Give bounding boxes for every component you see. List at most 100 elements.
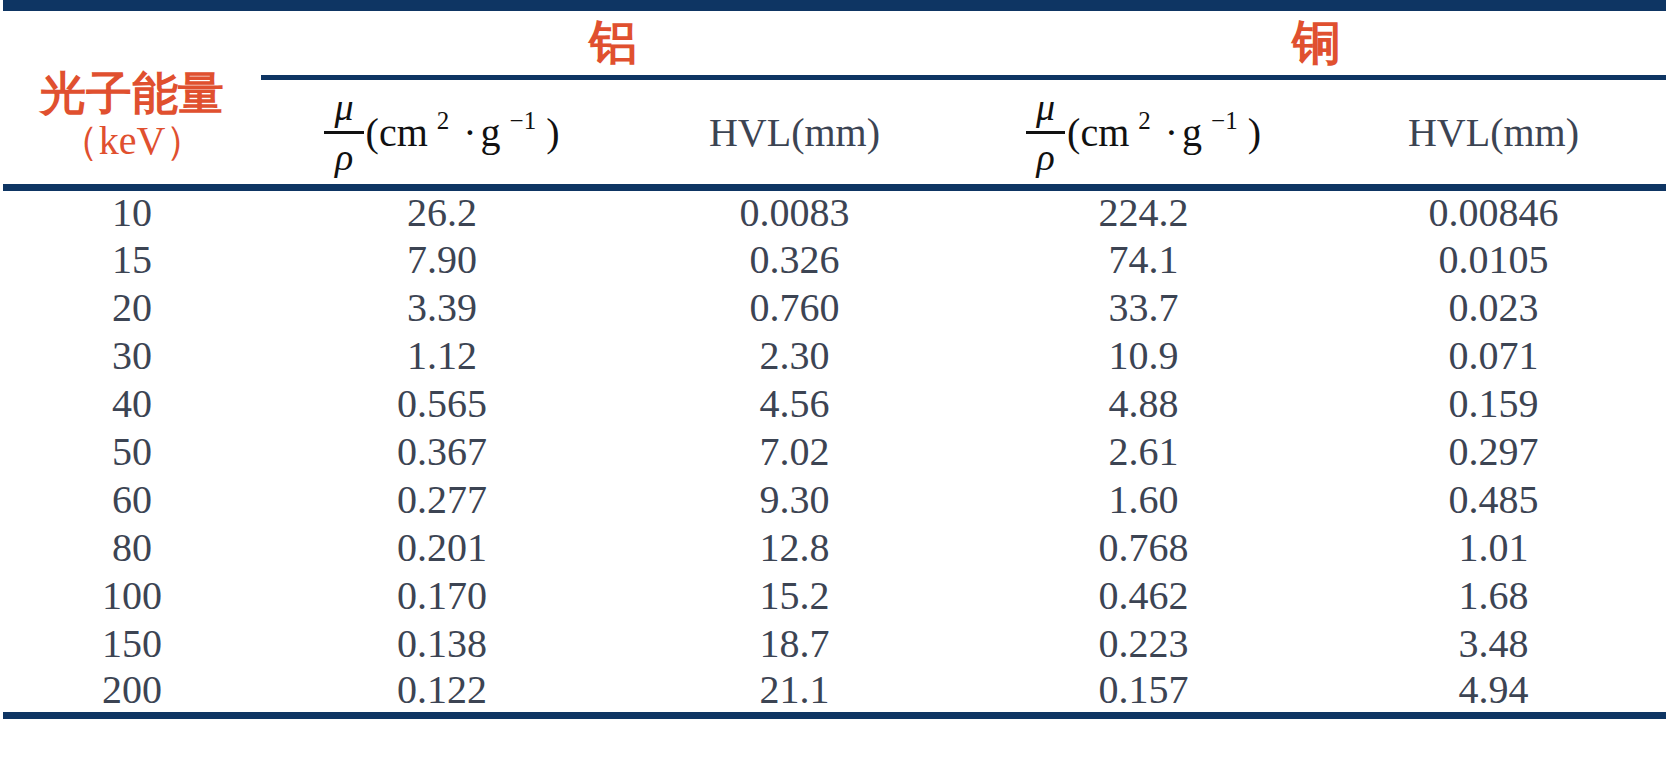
unit-dot: · xyxy=(1165,110,1178,155)
unit-cm-exponent: 2 xyxy=(437,107,450,134)
cell-al-hvl: 7.02 xyxy=(623,428,966,476)
unit-cm: cm xyxy=(1080,110,1129,155)
cell-cu-mu-rho: 4.88 xyxy=(966,380,1321,428)
mu-rho-formula: μρ(cm2·g−1) xyxy=(1026,105,1261,150)
cell-cu-hvl: 0.0105 xyxy=(1321,236,1666,284)
cu-mu-rho-header: μρ(cm 2 ·g −1) xyxy=(966,78,1321,188)
mu-rho-fraction: μρ xyxy=(324,88,363,176)
cell-cu-mu-rho: 74.1 xyxy=(966,236,1321,284)
cell-al-mu-rho: 3.39 xyxy=(261,284,623,332)
unit-open-paren: ( xyxy=(1067,110,1080,155)
cell-cu-hvl: 1.68 xyxy=(1321,572,1666,620)
cell-al-mu-rho: 0.565 xyxy=(261,380,623,428)
cell-cu-hvl: 0.485 xyxy=(1321,476,1666,524)
cell-cu-mu-rho: 0.223 xyxy=(966,620,1321,668)
cell-cu-mu-rho: 1.60 xyxy=(966,476,1321,524)
cu-hvl-header: HVL(mm) xyxy=(1321,78,1666,188)
cell-al-mu-rho: 1.12 xyxy=(261,332,623,380)
unit-cm-exponent: 2 xyxy=(1138,107,1151,134)
cell-energy: 40 xyxy=(3,380,261,428)
cell-cu-hvl: 0.159 xyxy=(1321,380,1666,428)
table-row: 50 0.367 7.02 2.61 0.297 xyxy=(3,428,1666,476)
table-row: 40 0.565 4.56 4.88 0.159 xyxy=(3,380,1666,428)
cell-cu-hvl: 0.023 xyxy=(1321,284,1666,332)
cell-energy: 200 xyxy=(3,668,261,716)
cell-cu-mu-rho: 0.462 xyxy=(966,572,1321,620)
cell-energy: 100 xyxy=(3,572,261,620)
cell-al-mu-rho: 0.122 xyxy=(261,668,623,716)
rho-symbol: ρ xyxy=(1026,134,1065,176)
table-row: 30 1.12 2.30 10.9 0.071 xyxy=(3,332,1666,380)
table-body: 10 26.2 0.0083 224.2 0.00846 15 7.90 0.3… xyxy=(3,188,1666,716)
group-header-row: 光子能量 （keV） 铝 铜 xyxy=(3,6,1666,78)
energy-column-header: 光子能量 （keV） xyxy=(3,6,261,188)
attenuation-table: 光子能量 （keV） 铝 铜 μρ(cm2·g−1) HVL(mm) μρ(cm… xyxy=(3,0,1666,719)
unit-cm: cm xyxy=(379,110,428,155)
cell-cu-mu-rho: 224.2 xyxy=(966,188,1321,236)
cell-cu-mu-rho: 0.157 xyxy=(966,668,1321,716)
unit-dot: · xyxy=(463,110,476,155)
cell-energy: 60 xyxy=(3,476,261,524)
copper-group-header: 铜 xyxy=(966,6,1666,78)
cell-al-hvl: 18.7 xyxy=(623,620,966,668)
cell-al-hvl: 2.30 xyxy=(623,332,966,380)
cell-al-mu-rho: 0.170 xyxy=(261,572,623,620)
cell-cu-hvl: 3.48 xyxy=(1321,620,1666,668)
cell-cu-hvl: 0.071 xyxy=(1321,332,1666,380)
unit-open-paren: ( xyxy=(366,110,379,155)
table-row: 150 0.138 18.7 0.223 3.48 xyxy=(3,620,1666,668)
unit-g: g xyxy=(1182,110,1202,155)
cell-al-mu-rho: 0.277 xyxy=(261,476,623,524)
cell-al-hvl: 0.326 xyxy=(623,236,966,284)
energy-header-label: 光子能量 xyxy=(3,69,261,117)
cell-cu-hvl: 0.00846 xyxy=(1321,188,1666,236)
mu-symbol: μ xyxy=(1026,88,1065,134)
mu-rho-fraction: μρ xyxy=(1026,88,1065,176)
cell-cu-mu-rho: 2.61 xyxy=(966,428,1321,476)
unit-g-exponent: −1 xyxy=(510,107,537,134)
cell-al-mu-rho: 0.201 xyxy=(261,524,623,572)
cell-al-mu-rho: 0.367 xyxy=(261,428,623,476)
table-row: 80 0.201 12.8 0.768 1.01 xyxy=(3,524,1666,572)
attenuation-table-wrap: 光子能量 （keV） 铝 铜 μρ(cm2·g−1) HVL(mm) μρ(cm… xyxy=(3,0,1666,719)
unit-g-exponent: −1 xyxy=(1211,107,1238,134)
table-row: 20 3.39 0.760 33.7 0.023 xyxy=(3,284,1666,332)
unit-close-paren: ) xyxy=(546,110,559,155)
cell-al-mu-rho: 7.90 xyxy=(261,236,623,284)
cell-al-hvl: 12.8 xyxy=(623,524,966,572)
cell-cu-mu-rho: 0.768 xyxy=(966,524,1321,572)
mu-rho-formula: μρ(cm2·g−1) xyxy=(324,105,559,150)
cell-al-hvl: 0.760 xyxy=(623,284,966,332)
mu-symbol: μ xyxy=(324,88,363,134)
cell-al-hvl: 9.30 xyxy=(623,476,966,524)
energy-header-unit: （keV） xyxy=(3,118,261,164)
cell-energy: 10 xyxy=(3,188,261,236)
cell-energy: 15 xyxy=(3,236,261,284)
cell-energy: 20 xyxy=(3,284,261,332)
mu-rho-unit: (cm 2 ·g −1) xyxy=(366,109,560,156)
table-row: 15 7.90 0.326 74.1 0.0105 xyxy=(3,236,1666,284)
al-hvl-header: HVL(mm) xyxy=(623,78,966,188)
cell-cu-hvl: 4.94 xyxy=(1321,668,1666,716)
unit-g: g xyxy=(481,110,501,155)
cell-energy: 150 xyxy=(3,620,261,668)
rho-symbol: ρ xyxy=(324,134,363,176)
cell-cu-mu-rho: 33.7 xyxy=(966,284,1321,332)
table-row: 200 0.122 21.1 0.157 4.94 xyxy=(3,668,1666,716)
cell-cu-hvl: 0.297 xyxy=(1321,428,1666,476)
cell-cu-mu-rho: 10.9 xyxy=(966,332,1321,380)
cell-energy: 50 xyxy=(3,428,261,476)
mu-rho-unit: (cm 2 ·g −1) xyxy=(1067,109,1261,156)
table-row: 10 26.2 0.0083 224.2 0.00846 xyxy=(3,188,1666,236)
cell-al-hvl: 4.56 xyxy=(623,380,966,428)
table-row: 60 0.277 9.30 1.60 0.485 xyxy=(3,476,1666,524)
cell-al-hvl: 21.1 xyxy=(623,668,966,716)
cell-al-hvl: 15.2 xyxy=(623,572,966,620)
al-mu-rho-header: μρ(cm 2 ·g −1) xyxy=(261,78,623,188)
cell-al-mu-rho: 0.138 xyxy=(261,620,623,668)
cell-energy: 30 xyxy=(3,332,261,380)
aluminum-group-header: 铝 xyxy=(261,6,966,78)
cell-energy: 80 xyxy=(3,524,261,572)
cell-al-mu-rho: 26.2 xyxy=(261,188,623,236)
unit-close-paren: ) xyxy=(1248,110,1261,155)
